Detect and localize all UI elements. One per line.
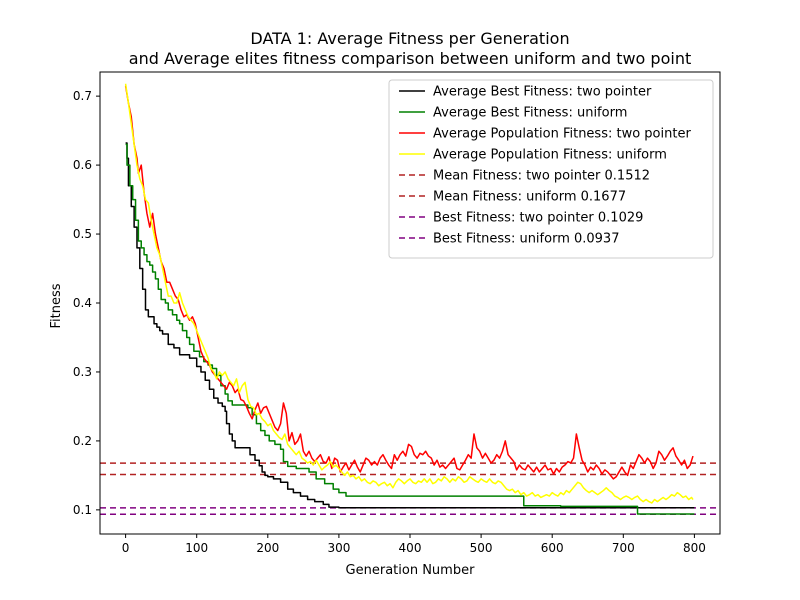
y-tick-label: 0.3: [73, 365, 92, 379]
legend-label: Average Best Fitness: two pointer: [433, 85, 652, 100]
y-tick-label: 0.1: [73, 503, 92, 517]
series-line-3: [124, 85, 694, 480]
y-axis-label: Fitness: [49, 283, 64, 328]
x-tick-label: 300: [327, 541, 350, 555]
series-line-4: [124, 83, 694, 504]
y-tick-label: 0.4: [73, 296, 92, 310]
legend: Average Best Fitness: two pointer Average…: [388, 79, 714, 259]
legend-label: Best Fitness: two pointer 0.1029: [433, 211, 643, 226]
x-tick-label: 0: [122, 541, 130, 555]
legend-label: Mean Fitness: two pointer 0.1512: [433, 169, 650, 184]
x-tick-label: 700: [612, 541, 635, 555]
legend-label: Best Fitness: uniform 0.0937: [433, 232, 619, 247]
y-tick-label: 0.5: [73, 227, 92, 241]
legend-label: Average Population Fitness: two pointer: [433, 127, 691, 142]
legend-box: [388, 79, 714, 259]
axes: 0 100 200 300 400 500 600 700 800 0.1 0.2 0.3 0.4 0.5…: [73, 71, 721, 555]
legend-label: Average Population Fitness: uniform: [433, 148, 667, 163]
legend-label: Average Best Fitness: uniform: [433, 106, 627, 121]
y-tick-label: 0.2: [73, 434, 92, 448]
series-line-2: [125, 143, 695, 515]
plot-area: [100, 83, 720, 515]
x-tick-label: 100: [185, 541, 208, 555]
chart-title-line-1: DATA 1: Average Fitness per Generation: [250, 29, 569, 48]
x-tick-label: 800: [683, 541, 706, 555]
x-tick-label: 500: [470, 541, 493, 555]
legend-label: Mean Fitness: uniform 0.1677: [433, 190, 626, 205]
x-axis-label: Generation Number: [346, 563, 476, 578]
plot-marks: [100, 83, 720, 515]
x-tick-label: 400: [399, 541, 422, 555]
chart-title-line-2: and Average elites fitness comparison be…: [129, 49, 691, 68]
series-line-1: [125, 142, 695, 509]
y-tick-label: 0.7: [73, 89, 92, 103]
y-tick-label: 0.6: [73, 158, 92, 172]
x-tick-label: 200: [256, 541, 279, 555]
x-tick-label: 600: [541, 541, 564, 555]
